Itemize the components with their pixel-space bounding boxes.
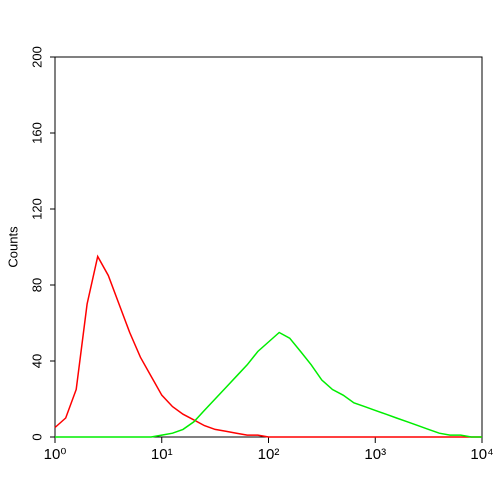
y-tick-label: 120 xyxy=(29,198,44,220)
x-tick-label: 10² xyxy=(258,446,280,463)
x-tick-label: 10¹ xyxy=(151,446,173,463)
y-tick-label: 80 xyxy=(29,278,44,292)
y-tick-label: 200 xyxy=(29,46,44,68)
histogram-line xyxy=(54,254,482,438)
x-tick-label: 10⁰ xyxy=(44,446,67,463)
plot-frame xyxy=(54,56,483,438)
x-tick-label: 10⁴ xyxy=(470,446,493,463)
y-tick-label: 160 xyxy=(29,122,44,144)
x-tick-label: 10³ xyxy=(364,446,386,463)
histogram-line xyxy=(55,331,482,438)
y-axis-label: Counts xyxy=(5,226,20,268)
y-tick-label: 0 xyxy=(29,433,44,440)
y-tick-label: 40 xyxy=(29,354,44,368)
